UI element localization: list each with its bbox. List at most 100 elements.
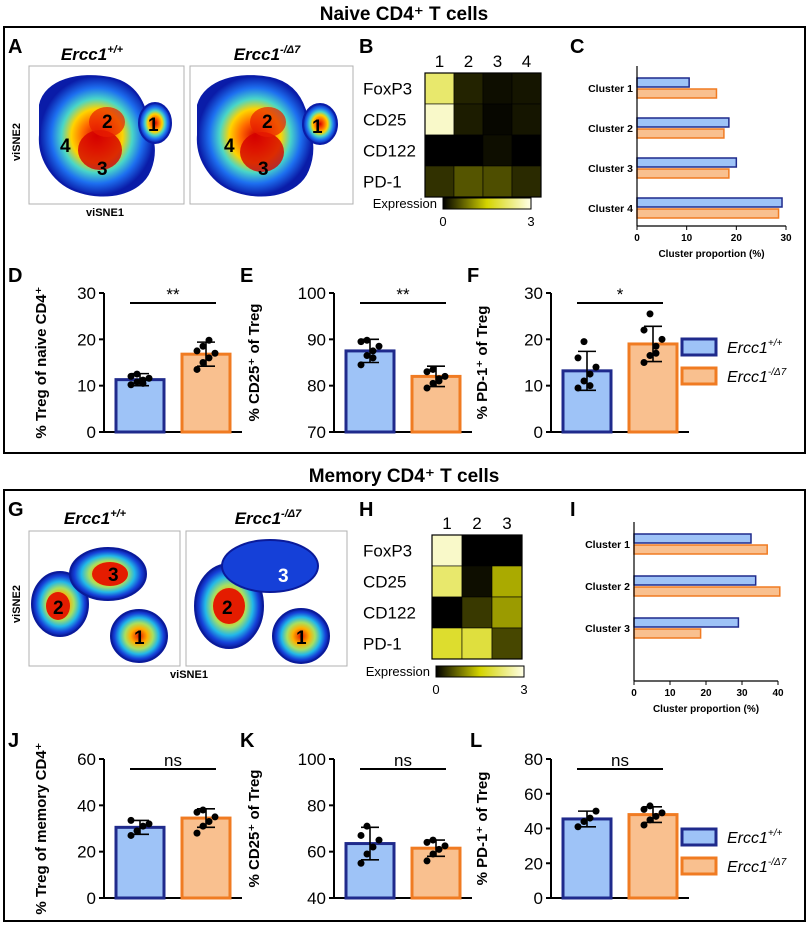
dot-point — [658, 809, 666, 817]
heatmap-cell — [482, 165, 513, 198]
hbar-bar — [636, 77, 690, 88]
dot-tick-label: 40 — [524, 820, 543, 839]
dot-significance-label: ** — [396, 285, 410, 304]
heatmap-cell — [482, 72, 513, 105]
dot-tick-label: 100 — [298, 284, 326, 303]
heatmap-border — [424, 72, 542, 198]
dot-point — [592, 363, 600, 371]
dot-point — [357, 361, 365, 369]
heatmap-cell — [482, 134, 513, 167]
chart-i-cluster-proportion: Cluster 1 Cluster 2 Cluster 3 0 10 20 30 40 Clus… — [585, 522, 784, 715]
heatmap-col-label: 2 — [464, 52, 473, 71]
heatmap-scale-min: 0 — [439, 214, 446, 229]
dot-point — [429, 836, 437, 844]
dot-point — [211, 349, 219, 357]
dot-y-label: % PD-1⁺ of Treg — [474, 306, 491, 420]
hbar-tick-label: 30 — [780, 233, 792, 244]
hbar-tick-label: 10 — [681, 233, 693, 244]
heatmap-cell — [453, 134, 484, 167]
heatmap-row-label: FoxP3 — [363, 542, 412, 561]
panel-letters: A B C D E F G H I J K L — [8, 36, 584, 752]
hbar-bar — [636, 168, 730, 179]
heatmap-cell — [461, 596, 493, 629]
dot-tick-label: 10 — [524, 377, 543, 396]
dot-point — [574, 384, 582, 392]
dot-point — [441, 372, 449, 380]
dot-tick-label: 0 — [534, 889, 543, 908]
hbar-bar — [633, 544, 768, 555]
hbar-bar — [633, 617, 740, 628]
dot-point — [145, 820, 153, 828]
dot-bar — [114, 825, 166, 900]
dot-point — [357, 859, 365, 867]
tsne-cluster-label: 1 — [134, 628, 145, 649]
hbar-bar — [636, 157, 738, 168]
dot-point — [580, 338, 588, 346]
hbar-x-label: Cluster proportion (%) — [653, 704, 759, 715]
heatmap-border — [431, 534, 523, 660]
panel-a-tsne: Ercc1+/+ Ercc1-/Δ7 1 2 3 4 1 2 3 4 v — [11, 44, 354, 219]
dot-tick-label: 20 — [77, 330, 96, 349]
dot-point — [429, 379, 437, 387]
heatmap-row-label: CD122 — [363, 142, 416, 161]
dot-point — [145, 374, 153, 382]
legend-swatch-mut — [680, 856, 718, 876]
heatmap-row-label: PD-1 — [363, 173, 402, 192]
heatmap-scale-label: Expression — [366, 664, 430, 679]
dot-point — [423, 838, 431, 846]
hbar-category-label: Cluster 1 — [585, 539, 630, 551]
legend-label-mut: Ercc1-/Δ7 — [727, 857, 787, 876]
heatmap-cell — [461, 627, 493, 660]
hbar-bar — [633, 628, 702, 639]
dot-point — [646, 310, 654, 318]
tsne-cluster-label: 2 — [262, 112, 273, 133]
heatmap-cell — [511, 134, 542, 167]
tsne-cluster-label: 2 — [222, 598, 233, 619]
heatmap-row-label: CD25 — [363, 573, 406, 592]
dot-point — [423, 368, 431, 376]
panel-letter: H — [359, 499, 373, 521]
dot-significance-label: ** — [166, 285, 180, 304]
hbar-category-label: Cluster 3 — [585, 623, 630, 635]
dot-significance-label: * — [617, 285, 624, 304]
dot-point — [592, 807, 600, 815]
hbar-tick-label: 20 — [731, 233, 743, 244]
dot-point — [429, 850, 437, 858]
hbar-category-label: Cluster 4 — [588, 203, 633, 215]
dot-point — [127, 381, 135, 389]
dot-point — [133, 827, 141, 835]
dot-point — [363, 850, 371, 858]
dot-tick-label: 80 — [307, 796, 326, 815]
hbar-bar — [636, 128, 725, 139]
dot-point — [357, 831, 365, 839]
dot-point — [640, 359, 648, 366]
dot-point — [658, 335, 666, 343]
dot-point — [441, 842, 449, 850]
heatmap-row-label: FoxP3 — [363, 80, 412, 99]
dot-point — [580, 818, 588, 826]
panel-letter: F — [467, 265, 479, 287]
tsne-cluster-label: 3 — [278, 566, 289, 587]
tsne-y-label: viSNE2 — [11, 585, 23, 623]
heatmap-scale-bar — [442, 197, 532, 210]
heatmap-cell — [491, 596, 523, 629]
dot-tick-label: 80 — [307, 377, 326, 396]
tsne-box-wt — [28, 530, 181, 667]
panel-letter: J — [8, 730, 19, 752]
hbar-bar — [636, 208, 780, 219]
legend-label-wt: Ercc1+/+ — [727, 338, 783, 357]
panel-letter: B — [359, 36, 373, 58]
dot-point — [646, 802, 654, 810]
dot-y-label: % CD25⁺ of Treg — [246, 770, 263, 888]
dot-bar — [180, 816, 232, 900]
tsne-cluster-label: 1 — [296, 628, 307, 649]
panel-letter: I — [570, 499, 576, 521]
heatmap-scale-max: 3 — [520, 682, 527, 697]
dot-point — [580, 377, 588, 385]
dot-point — [357, 338, 365, 346]
dot-point — [139, 379, 147, 387]
memory-frame — [3, 489, 806, 922]
hbar-tick-label: 0 — [634, 233, 640, 244]
chart-j: 0 20 40 60 ns % Treg of memory CD4⁺ — [33, 742, 242, 915]
